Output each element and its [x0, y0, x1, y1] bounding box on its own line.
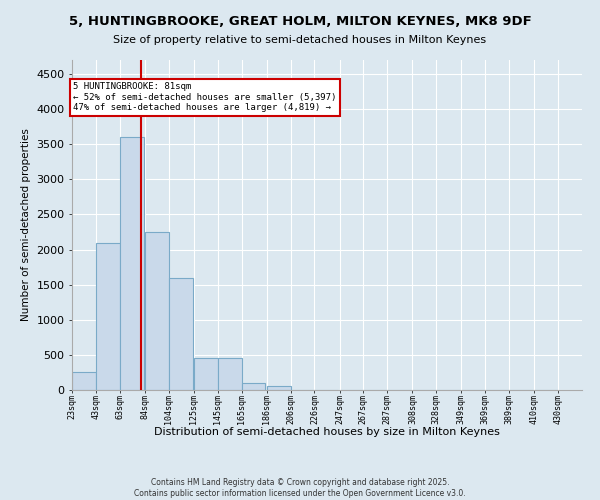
Bar	[145, 232, 169, 390]
Y-axis label: Number of semi-detached properties: Number of semi-detached properties	[20, 128, 31, 322]
Bar	[169, 278, 193, 390]
Bar	[72, 372, 96, 390]
Text: 5, HUNTINGBROOKE, GREAT HOLM, MILTON KEYNES, MK8 9DF: 5, HUNTINGBROOKE, GREAT HOLM, MILTON KEY…	[68, 15, 532, 28]
Bar	[194, 358, 218, 390]
X-axis label: Distribution of semi-detached houses by size in Milton Keynes: Distribution of semi-detached houses by …	[154, 427, 500, 437]
Bar	[120, 137, 143, 390]
Text: 5 HUNTINGBROOKE: 81sqm
← 52% of semi-detached houses are smaller (5,397)
47% of : 5 HUNTINGBROOKE: 81sqm ← 52% of semi-det…	[73, 82, 337, 112]
Bar	[96, 242, 120, 390]
Bar	[218, 358, 242, 390]
Text: Size of property relative to semi-detached houses in Milton Keynes: Size of property relative to semi-detach…	[113, 35, 487, 45]
Text: Contains HM Land Registry data © Crown copyright and database right 2025.
Contai: Contains HM Land Registry data © Crown c…	[134, 478, 466, 498]
Bar	[242, 383, 265, 390]
Bar	[266, 386, 290, 390]
